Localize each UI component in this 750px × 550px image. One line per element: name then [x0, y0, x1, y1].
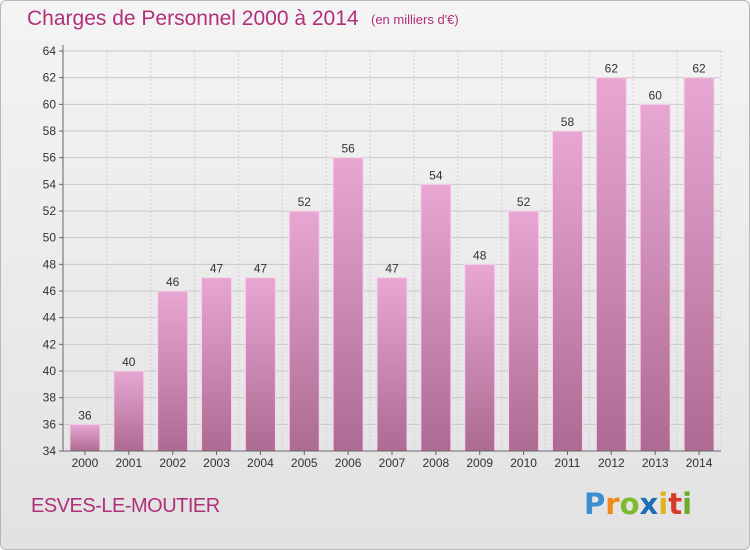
bar-2013[interactable] — [639, 103, 671, 452]
x-tick-label: 2013 — [642, 456, 669, 470]
data-label: 46 — [166, 275, 180, 289]
x-tick-label: 2010 — [510, 456, 537, 470]
data-label: 58 — [561, 115, 575, 129]
chart-title: Charges de Personnel 2000 à 2014 — [27, 7, 359, 30]
bar-2008[interactable] — [420, 183, 452, 452]
x-tick-label: 2000 — [72, 456, 99, 470]
x-tick-label: 2001 — [115, 456, 142, 470]
y-tick-label: 36 — [43, 417, 57, 431]
x-tick-label: 2006 — [335, 456, 362, 470]
x-tick-label: 2009 — [466, 456, 493, 470]
data-label: 52 — [517, 195, 531, 209]
y-tick-label: 50 — [43, 231, 57, 245]
data-label: 52 — [298, 195, 312, 209]
bar-2001[interactable] — [113, 370, 145, 452]
x-tick-label: 2008 — [423, 456, 450, 470]
x-tick-label: 2011 — [555, 456, 581, 470]
x-tick-label: 2002 — [159, 456, 186, 470]
bar-2007[interactable] — [376, 277, 408, 452]
data-label: 60 — [649, 88, 663, 102]
data-label: 62 — [605, 62, 619, 76]
data-label: 56 — [341, 142, 355, 156]
data-label: 62 — [692, 62, 706, 76]
data-label: 54 — [429, 168, 443, 182]
y-tick-label: 60 — [43, 97, 57, 111]
bars: 36 40 46 47 47 52 56 47 54 48 52 58 62 60 62 — [69, 62, 715, 452]
chart-subtitle: (en milliers d'€) — [371, 12, 459, 27]
bar-2014[interactable] — [683, 77, 715, 452]
data-label: 47 — [254, 262, 268, 276]
y-tick-label: 52 — [43, 204, 57, 218]
y-tick-label: 48 — [43, 257, 57, 271]
data-label: 40 — [122, 355, 136, 369]
data-label: 48 — [473, 248, 487, 262]
bar-2006[interactable] — [332, 157, 364, 452]
data-label: 36 — [78, 408, 92, 422]
y-tick-label: 42 — [43, 337, 57, 351]
y-tick-label: 64 — [43, 44, 57, 58]
x-tick-label: 2014 — [686, 456, 713, 470]
bar-2003[interactable] — [201, 277, 233, 452]
y-tick-label: 38 — [43, 391, 57, 405]
bar-2011[interactable] — [551, 130, 583, 452]
x-tick-label: 2005 — [291, 456, 318, 470]
bar-2012[interactable] — [595, 77, 627, 452]
axes: 34 36 38 40 42 44 46 48 50 52 54 56 58 60 62 64 2000 2001… — [43, 44, 721, 470]
proxiti-logo[interactable]: Proxiti — [584, 487, 693, 521]
y-tick-label: 54 — [43, 177, 57, 191]
bar-2002[interactable] — [157, 290, 189, 452]
x-tick-label: 2012 — [598, 456, 625, 470]
y-tick-label: 58 — [43, 124, 57, 138]
y-tick-label: 40 — [43, 364, 57, 378]
bar-2009[interactable] — [464, 263, 496, 452]
y-tick-label: 34 — [43, 444, 57, 458]
bar-2000[interactable] — [69, 423, 101, 452]
commune-name: ESVES-LE-MOUTIER — [31, 495, 220, 517]
bar-2010[interactable] — [508, 210, 540, 452]
x-tick-label: 2003 — [203, 456, 230, 470]
y-tick-label: 44 — [43, 311, 57, 325]
data-label: 47 — [210, 262, 224, 276]
x-tick-label: 2007 — [379, 456, 406, 470]
data-label: 47 — [385, 262, 399, 276]
x-tick-label: 2004 — [247, 456, 274, 470]
y-tick-label: 46 — [43, 284, 57, 298]
y-tick-label: 62 — [43, 71, 57, 85]
bar-2005[interactable] — [288, 210, 320, 452]
bar-2004[interactable] — [244, 277, 276, 452]
y-tick-label: 56 — [43, 151, 57, 165]
